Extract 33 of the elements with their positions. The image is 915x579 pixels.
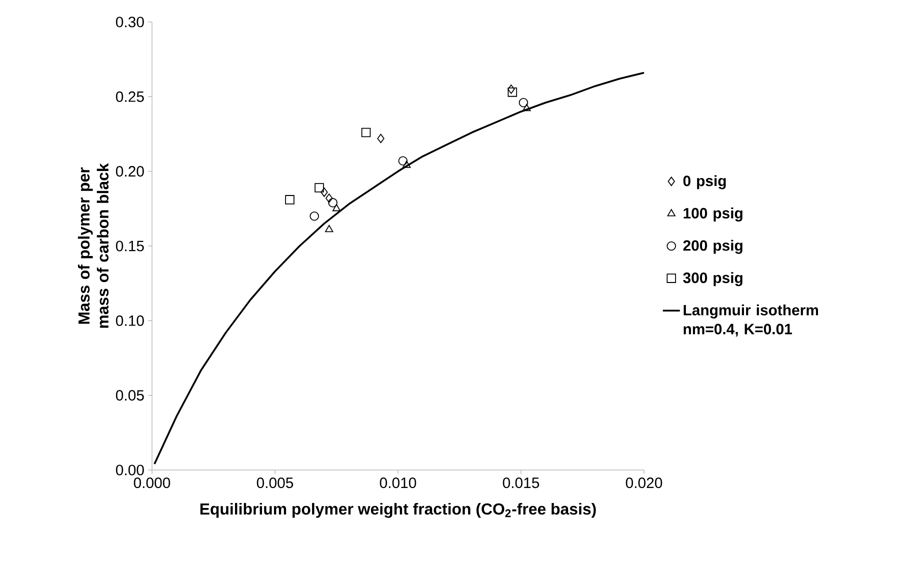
y-tick-label: 0.05	[116, 390, 144, 401]
point	[508, 84, 515, 94]
y-tick-label: 0.00	[116, 464, 144, 476]
point	[508, 88, 518, 97]
y-axis-title: Mass of polymer per mass of carbon black	[78, 163, 109, 328]
x-tick-label: 0.005	[256, 478, 294, 488]
point	[325, 224, 334, 232]
point	[310, 211, 320, 221]
x-axis-title: Equilibrium polymer weight fraction (CO$_{2}$-free basis)	[200, 502, 596, 518]
point	[518, 98, 528, 108]
line-series	[154, 72, 645, 465]
point	[285, 195, 294, 204]
x-tick-label: 0.020	[626, 478, 662, 488]
point	[314, 183, 324, 192]
y-tick-label: 0.10	[116, 315, 144, 326]
legend-label: 200 psig	[683, 240, 742, 254]
x-tick-label: 0.000	[134, 478, 170, 488]
point	[326, 194, 333, 203]
x-tick-label: 0.015	[502, 478, 540, 488]
point	[361, 128, 371, 138]
legend-label: 100 psig	[684, 208, 742, 222]
y-tick-label: 0.30	[116, 16, 144, 28]
point	[377, 134, 384, 144]
x-tick-label: 0.010	[380, 478, 416, 488]
y-tick-label: 0.20	[116, 166, 144, 177]
point	[398, 156, 408, 166]
legend-label: 300 psig	[683, 272, 742, 286]
y-tick-label: 0.25	[116, 91, 144, 102]
legend-label: Langmuir isotherm nm=0.4, K=0.01	[684, 304, 818, 337]
point	[328, 198, 338, 208]
legend-label: 0 psig	[683, 175, 726, 190]
y-tick-label: 0.15	[116, 240, 144, 252]
point	[320, 188, 328, 197]
